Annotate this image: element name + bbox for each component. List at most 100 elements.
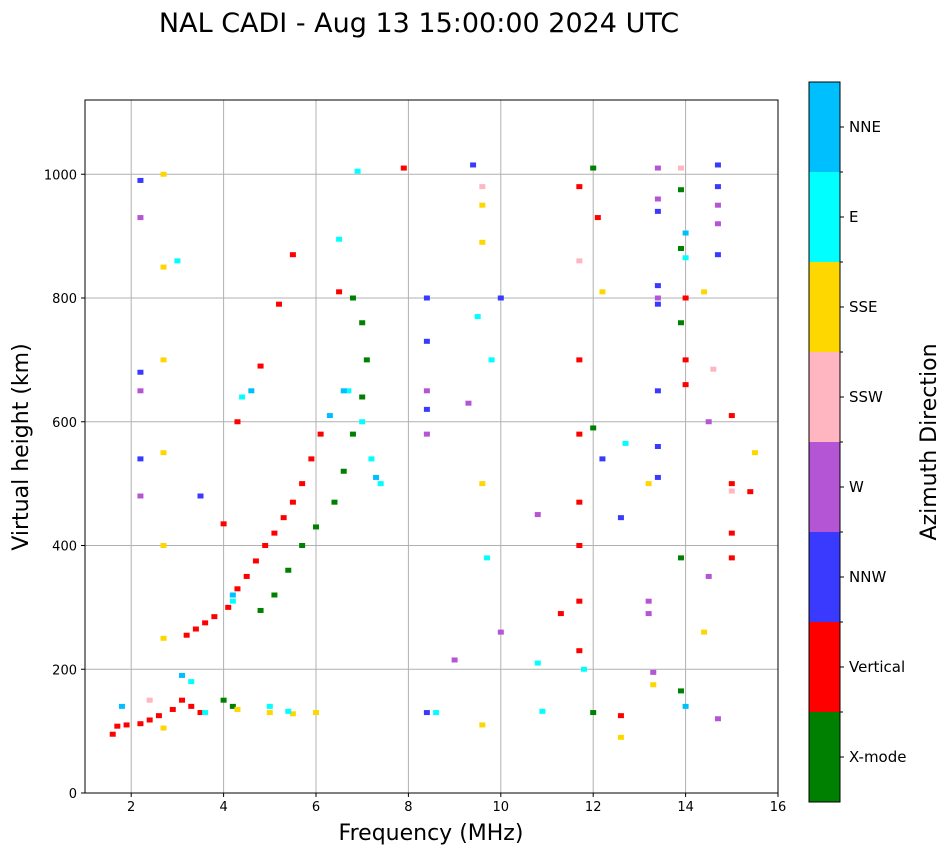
x-tick-label: 16	[770, 800, 787, 815]
point-x-mode	[363, 357, 370, 363]
point-x-mode	[677, 187, 684, 193]
colorbar-tick-label: SSW	[849, 388, 883, 406]
point-nne	[340, 388, 347, 394]
point-x-mode	[677, 555, 684, 561]
point-vertical	[557, 611, 564, 617]
point-nnw	[654, 283, 661, 289]
point-sse	[479, 239, 486, 245]
point-nnw	[137, 456, 144, 462]
point-w	[497, 629, 504, 635]
point-vertical	[123, 722, 130, 728]
point-w	[465, 400, 472, 406]
point-vertical	[109, 731, 116, 737]
point-sse	[160, 357, 167, 363]
point-vertical	[576, 598, 583, 604]
y-tick-label: 400	[52, 540, 77, 555]
point-e	[336, 236, 343, 242]
point-ssw	[677, 165, 684, 171]
point-x-mode	[359, 320, 366, 326]
point-nnw	[714, 162, 721, 168]
point-nnw	[714, 252, 721, 258]
point-nnw	[423, 338, 430, 344]
point-sse	[751, 450, 758, 456]
x-tick-label: 2	[127, 800, 135, 815]
point-vertical	[192, 626, 199, 632]
point-w	[645, 598, 652, 604]
point-vertical	[400, 165, 407, 171]
point-nnw	[714, 184, 721, 190]
point-vertical	[179, 697, 186, 703]
point-e	[368, 456, 375, 462]
point-nnw	[654, 388, 661, 394]
y-tick-label: 800	[52, 292, 77, 307]
point-vertical	[114, 723, 121, 729]
point-w	[714, 716, 721, 722]
point-vertical	[234, 586, 241, 592]
point-x-mode	[590, 425, 597, 431]
point-sse	[160, 725, 167, 731]
colorbar-segment-nnw	[809, 532, 840, 622]
point-vertical	[576, 499, 583, 505]
point-vertical	[728, 481, 735, 487]
plot-background	[85, 100, 778, 793]
point-x-mode	[313, 524, 319, 530]
colorbar-tick-label: E	[849, 208, 858, 226]
point-e	[539, 708, 546, 714]
colorbar-segment-w	[809, 442, 840, 532]
point-w	[137, 388, 144, 394]
point-w	[650, 669, 657, 675]
plot-area: 2 4 6 8 10 12 14 16 0 200 400 600 800 1000	[44, 99, 786, 815]
point-x-mode	[677, 688, 684, 694]
x-tick-label: 12	[585, 800, 602, 815]
point-nnw	[197, 493, 204, 499]
point-vertical	[169, 706, 176, 712]
point-x-mode	[229, 703, 236, 709]
point-sse	[479, 481, 486, 487]
point-nnw	[654, 301, 661, 307]
point-sse	[650, 682, 657, 688]
point-vertical	[197, 710, 204, 716]
point-sse	[479, 202, 486, 208]
colorbar-tick-label: SSE	[849, 298, 878, 316]
point-w	[423, 431, 430, 437]
point-vertical	[280, 515, 287, 521]
point-vertical	[617, 713, 624, 719]
point-vertical	[271, 530, 278, 536]
x-tick-label: 6	[312, 800, 320, 815]
point-nne	[682, 230, 689, 236]
point-vertical	[308, 456, 315, 462]
point-e	[345, 388, 352, 394]
point-sse	[160, 543, 167, 548]
point-vertical	[211, 614, 218, 620]
colorbar-segment-nne	[809, 82, 840, 172]
point-ssw	[146, 697, 153, 703]
point-w	[714, 202, 721, 208]
point-vertical	[225, 604, 232, 610]
point-ssw	[710, 366, 717, 372]
point-nnw	[617, 515, 624, 521]
point-e	[266, 703, 273, 709]
point-sse	[160, 171, 167, 177]
point-sse	[701, 289, 708, 295]
point-nnw	[654, 444, 661, 449]
point-nnw	[423, 295, 430, 301]
y-tick-label: 600	[52, 416, 77, 431]
point-x-mode	[271, 592, 278, 598]
point-sse	[313, 710, 319, 716]
point-vertical	[682, 382, 689, 388]
point-w	[654, 196, 661, 202]
point-vertical	[252, 558, 259, 564]
point-vertical	[728, 555, 735, 561]
colorbar-tick-label: Vertical	[849, 658, 905, 676]
point-nnw	[654, 474, 661, 480]
point-x-mode	[285, 567, 292, 573]
colorbar-tick-label: W	[849, 478, 864, 496]
point-sse	[479, 722, 486, 728]
grid	[85, 100, 778, 793]
point-vertical	[289, 252, 296, 258]
point-nnw	[137, 369, 144, 375]
x-axis-ticks: 2 4 6 8 10 12 14 16	[127, 793, 786, 815]
point-vertical	[155, 713, 162, 719]
point-nne	[326, 413, 333, 419]
